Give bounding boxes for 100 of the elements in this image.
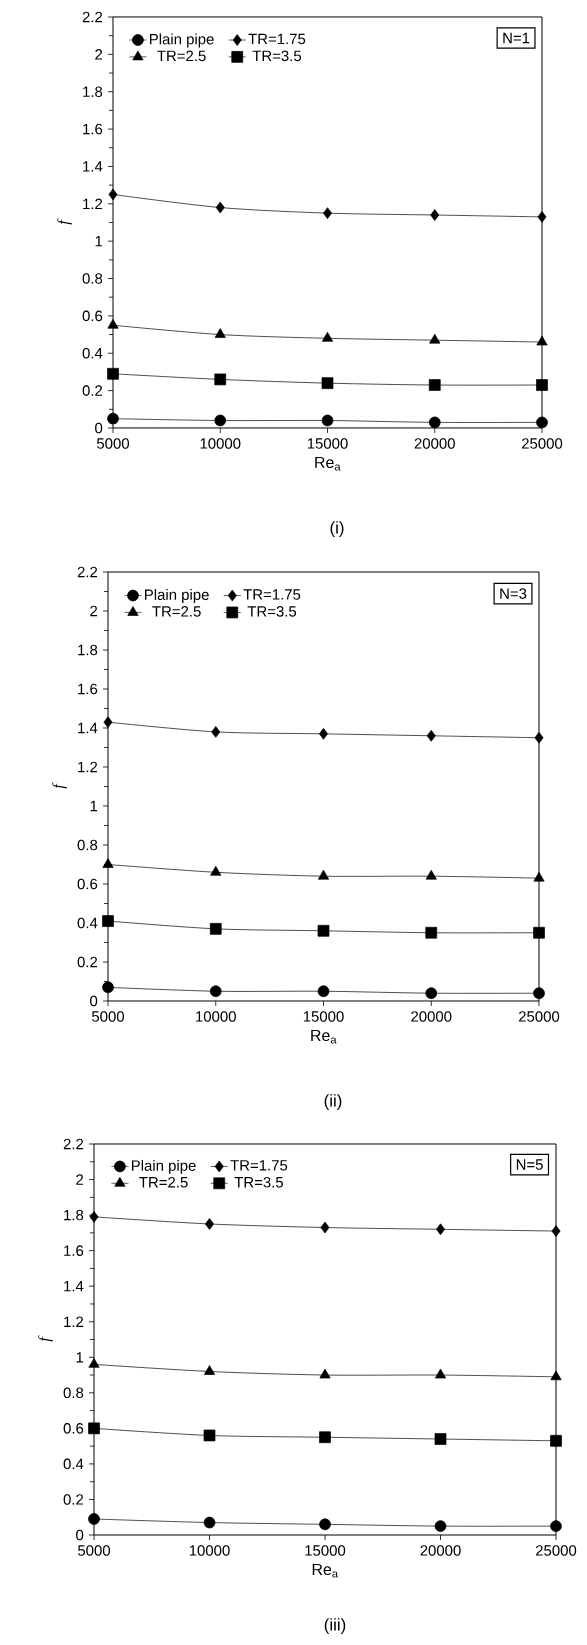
y-tick-label: 1.4 — [83, 161, 103, 172]
y-tick-label: 1.8 — [64, 1209, 84, 1221]
x-tick-label: 20000 — [414, 438, 455, 449]
y-axis-title: f — [52, 782, 67, 789]
annotation: N=1 — [503, 32, 530, 44]
y-tick-label: 1.2 — [64, 1316, 84, 1327]
point — [425, 869, 437, 880]
legend-label: Plain pipe — [145, 589, 209, 603]
annotation: N=3 — [500, 588, 527, 599]
y-tick-label: 2.2 — [77, 566, 98, 578]
legend-label: TR=3.5 — [252, 50, 302, 62]
point — [533, 871, 545, 882]
y-tick-label: 0.6 — [82, 310, 103, 322]
point — [209, 923, 222, 935]
y-axis-title: f — [38, 1335, 53, 1342]
point — [203, 1365, 216, 1375]
point — [426, 729, 436, 742]
y-tick-label: 0.2 — [77, 956, 98, 968]
point — [536, 416, 548, 429]
point — [88, 1422, 100, 1435]
x-tick-label: 10000 — [189, 1545, 230, 1556]
x-tick-label: 10000 — [196, 1011, 236, 1022]
point — [88, 1513, 100, 1525]
point — [434, 1433, 447, 1445]
x-tick-label: 25000 — [518, 1011, 560, 1022]
point — [434, 1368, 447, 1379]
x-tick-label: 5000 — [91, 1011, 125, 1022]
point — [89, 1211, 99, 1223]
y-tick-label: 0.6 — [63, 1423, 84, 1434]
y-tick-label: 1.2 — [78, 761, 98, 773]
y-tick-label: 1.6 — [83, 123, 103, 135]
point — [321, 331, 334, 342]
y-axis-title: f — [57, 218, 72, 225]
x-tick-label: 15000 — [303, 1011, 344, 1022]
point — [323, 207, 332, 219]
point — [317, 985, 330, 998]
point — [319, 1518, 331, 1531]
legend-label: TR=1.75 — [230, 1160, 288, 1171]
y-tick-label: 0.2 — [63, 1494, 84, 1505]
point — [102, 915, 114, 927]
point — [103, 716, 113, 728]
point — [537, 211, 547, 223]
point — [317, 924, 330, 937]
y-tick-label: 1.8 — [78, 644, 98, 656]
y-tick-label: 2 — [95, 49, 103, 60]
y-tick-label: 1 — [76, 1352, 84, 1363]
y-tick-label: 0.6 — [77, 878, 98, 890]
point — [321, 414, 334, 427]
point — [533, 987, 545, 1000]
point — [107, 318, 119, 329]
point — [434, 1520, 447, 1532]
point — [214, 414, 227, 427]
x-axis-title: Re$_{a}$ — [315, 456, 341, 471]
point — [429, 333, 441, 344]
point — [425, 926, 438, 939]
y-tick-label: 2 — [90, 605, 98, 617]
y-tick-label: 0 — [95, 422, 103, 434]
y-tick-label: 1.8 — [83, 86, 103, 97]
y-tick-label: 1.4 — [64, 1281, 84, 1292]
x-tick-label: 15000 — [305, 1545, 346, 1556]
point — [102, 858, 114, 868]
y-tick-label: 1.6 — [78, 683, 98, 695]
point — [319, 1431, 331, 1444]
point — [551, 1225, 561, 1237]
point — [102, 981, 114, 994]
y-tick-label: 1 — [90, 800, 98, 812]
x-tick-label: 15000 — [307, 438, 348, 449]
y-tick-label: 2.2 — [63, 1138, 84, 1150]
point — [321, 377, 334, 389]
point — [533, 926, 545, 939]
point — [550, 1370, 562, 1381]
point — [215, 201, 225, 214]
x-axis-title: Re$_{a}$ — [311, 1029, 337, 1044]
y-tick-label: 0 — [76, 1529, 84, 1541]
legend-label: TR=3.5 — [247, 606, 297, 617]
point — [203, 1516, 216, 1529]
y-tick-label: 0.4 — [77, 917, 98, 929]
y-tick-label: 0.8 — [63, 1387, 84, 1399]
point — [214, 373, 227, 386]
y-tick-label: 0.4 — [82, 347, 103, 359]
y-tick-label: 1.6 — [64, 1245, 84, 1256]
y-tick-label: 1.2 — [83, 198, 103, 210]
point — [534, 731, 544, 744]
x-tick-label: 25000 — [535, 1545, 577, 1556]
legend-label: Plain pipe — [131, 1159, 196, 1174]
x-tick-label: 5000 — [77, 1545, 111, 1556]
point — [88, 1358, 100, 1368]
point — [210, 865, 222, 876]
y-tick-label: 0.4 — [63, 1458, 84, 1470]
point — [317, 869, 330, 880]
point — [319, 728, 328, 740]
x-tick-label: 20000 — [420, 1545, 461, 1556]
y-tick-label: 2 — [76, 1174, 84, 1185]
legend-label: TR=2.5 — [157, 50, 206, 62]
x-tick-label: 5000 — [96, 438, 130, 449]
point — [550, 1520, 562, 1532]
point — [430, 209, 440, 221]
y-tick-label: 0.2 — [82, 385, 103, 396]
point — [214, 328, 226, 338]
point — [425, 987, 438, 1000]
